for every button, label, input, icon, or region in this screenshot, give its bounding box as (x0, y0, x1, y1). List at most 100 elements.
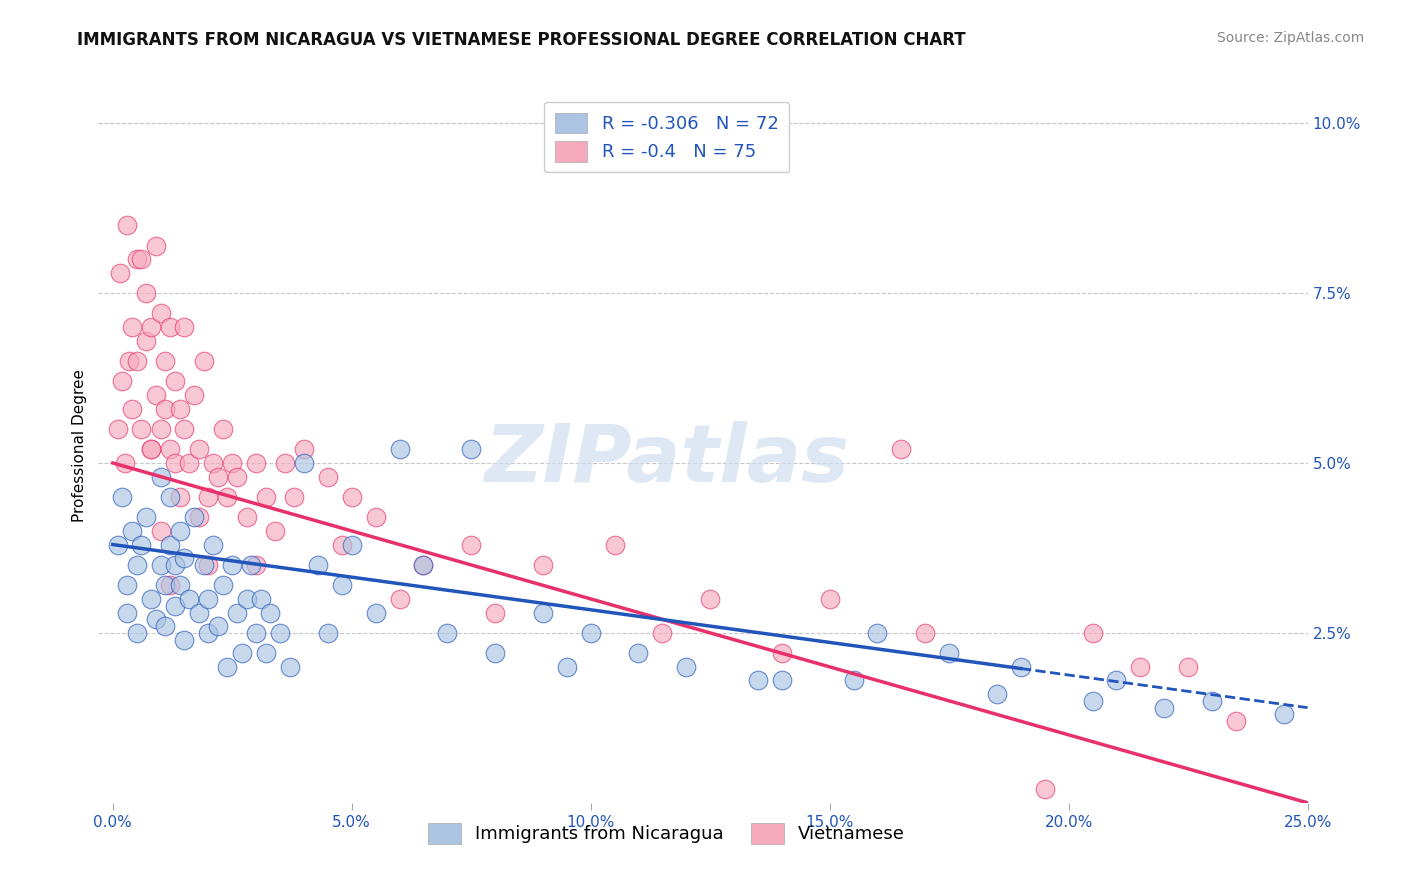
Point (125, 558, 148, 572)
Point (207, 469, 229, 483)
Point (207, 619, 229, 633)
Point (217, 490, 239, 504)
Point (202, 537, 225, 551)
Point (245, 626, 267, 640)
Point (121, 401, 143, 416)
Point (145, 612, 167, 626)
Point (179, 456, 201, 470)
Point (155, 578, 177, 592)
Y-axis label: Professional Degree: Professional Degree (72, 369, 87, 523)
Point (197, 558, 219, 572)
Point (245, 558, 267, 572)
Point (1010, 660, 1032, 674)
Point (169, 490, 191, 504)
Point (274, 456, 297, 470)
Text: Source: ZipAtlas.com: Source: ZipAtlas.com (1216, 31, 1364, 45)
Text: IMMIGRANTS FROM NICARAGUA VS VIETNAMESE PROFESSIONAL DEGREE CORRELATION CHART: IMMIGRANTS FROM NICARAGUA VS VIETNAMESE … (77, 31, 966, 49)
Point (221, 558, 243, 572)
Point (217, 660, 239, 674)
Point (135, 510, 157, 524)
Point (627, 646, 650, 660)
Point (254, 490, 277, 504)
Point (159, 490, 181, 504)
Point (1177, 660, 1199, 674)
Point (211, 422, 233, 436)
Point (179, 591, 201, 606)
Point (235, 591, 257, 606)
Point (1272, 707, 1295, 722)
Point (118, 354, 141, 368)
Point (412, 558, 434, 572)
Point (986, 687, 1008, 701)
Point (245, 456, 267, 470)
Point (197, 591, 219, 606)
Point (890, 442, 912, 457)
Point (484, 606, 506, 620)
Point (159, 537, 181, 551)
Point (163, 599, 186, 613)
Point (121, 524, 143, 538)
Point (115, 578, 138, 592)
Point (770, 673, 793, 688)
Legend: Immigrants from Nicaragua, Vietnamese: Immigrants from Nicaragua, Vietnamese (422, 815, 912, 851)
Point (221, 456, 243, 470)
Point (197, 490, 219, 504)
Point (155, 354, 177, 368)
Point (211, 578, 233, 592)
Point (163, 456, 186, 470)
Point (484, 646, 506, 660)
Point (292, 442, 315, 457)
Point (159, 320, 181, 334)
Point (651, 626, 673, 640)
Point (603, 537, 626, 551)
Point (231, 646, 253, 660)
Point (173, 422, 195, 436)
Point (938, 646, 960, 660)
Point (107, 537, 129, 551)
Point (155, 401, 177, 416)
Point (111, 490, 134, 504)
Point (866, 626, 889, 640)
Point (531, 606, 554, 620)
Point (149, 469, 172, 483)
Point (555, 660, 578, 674)
Point (173, 320, 195, 334)
Point (115, 218, 138, 232)
Point (163, 375, 186, 389)
Point (173, 632, 195, 647)
Point (1105, 673, 1128, 688)
Point (159, 578, 181, 592)
Point (125, 626, 148, 640)
Point (747, 673, 769, 688)
Point (340, 537, 363, 551)
Point (139, 591, 162, 606)
Point (139, 442, 162, 457)
Point (579, 626, 602, 640)
Point (125, 252, 148, 266)
Point (283, 490, 305, 504)
Point (149, 524, 172, 538)
Point (135, 334, 157, 348)
Point (135, 286, 157, 301)
Point (183, 510, 205, 524)
Point (226, 469, 249, 483)
Point (531, 558, 554, 572)
Point (278, 660, 301, 674)
Point (131, 537, 153, 551)
Point (149, 558, 172, 572)
Point (131, 252, 153, 266)
Point (197, 626, 219, 640)
Point (364, 510, 387, 524)
Point (1129, 660, 1152, 674)
Point (183, 388, 205, 402)
Point (1153, 700, 1175, 714)
Point (388, 591, 411, 606)
Point (240, 558, 263, 572)
Point (107, 422, 129, 436)
Point (1033, 782, 1056, 797)
Point (163, 558, 186, 572)
Point (187, 442, 209, 457)
Point (264, 524, 287, 538)
Point (254, 646, 277, 660)
Point (169, 524, 191, 538)
